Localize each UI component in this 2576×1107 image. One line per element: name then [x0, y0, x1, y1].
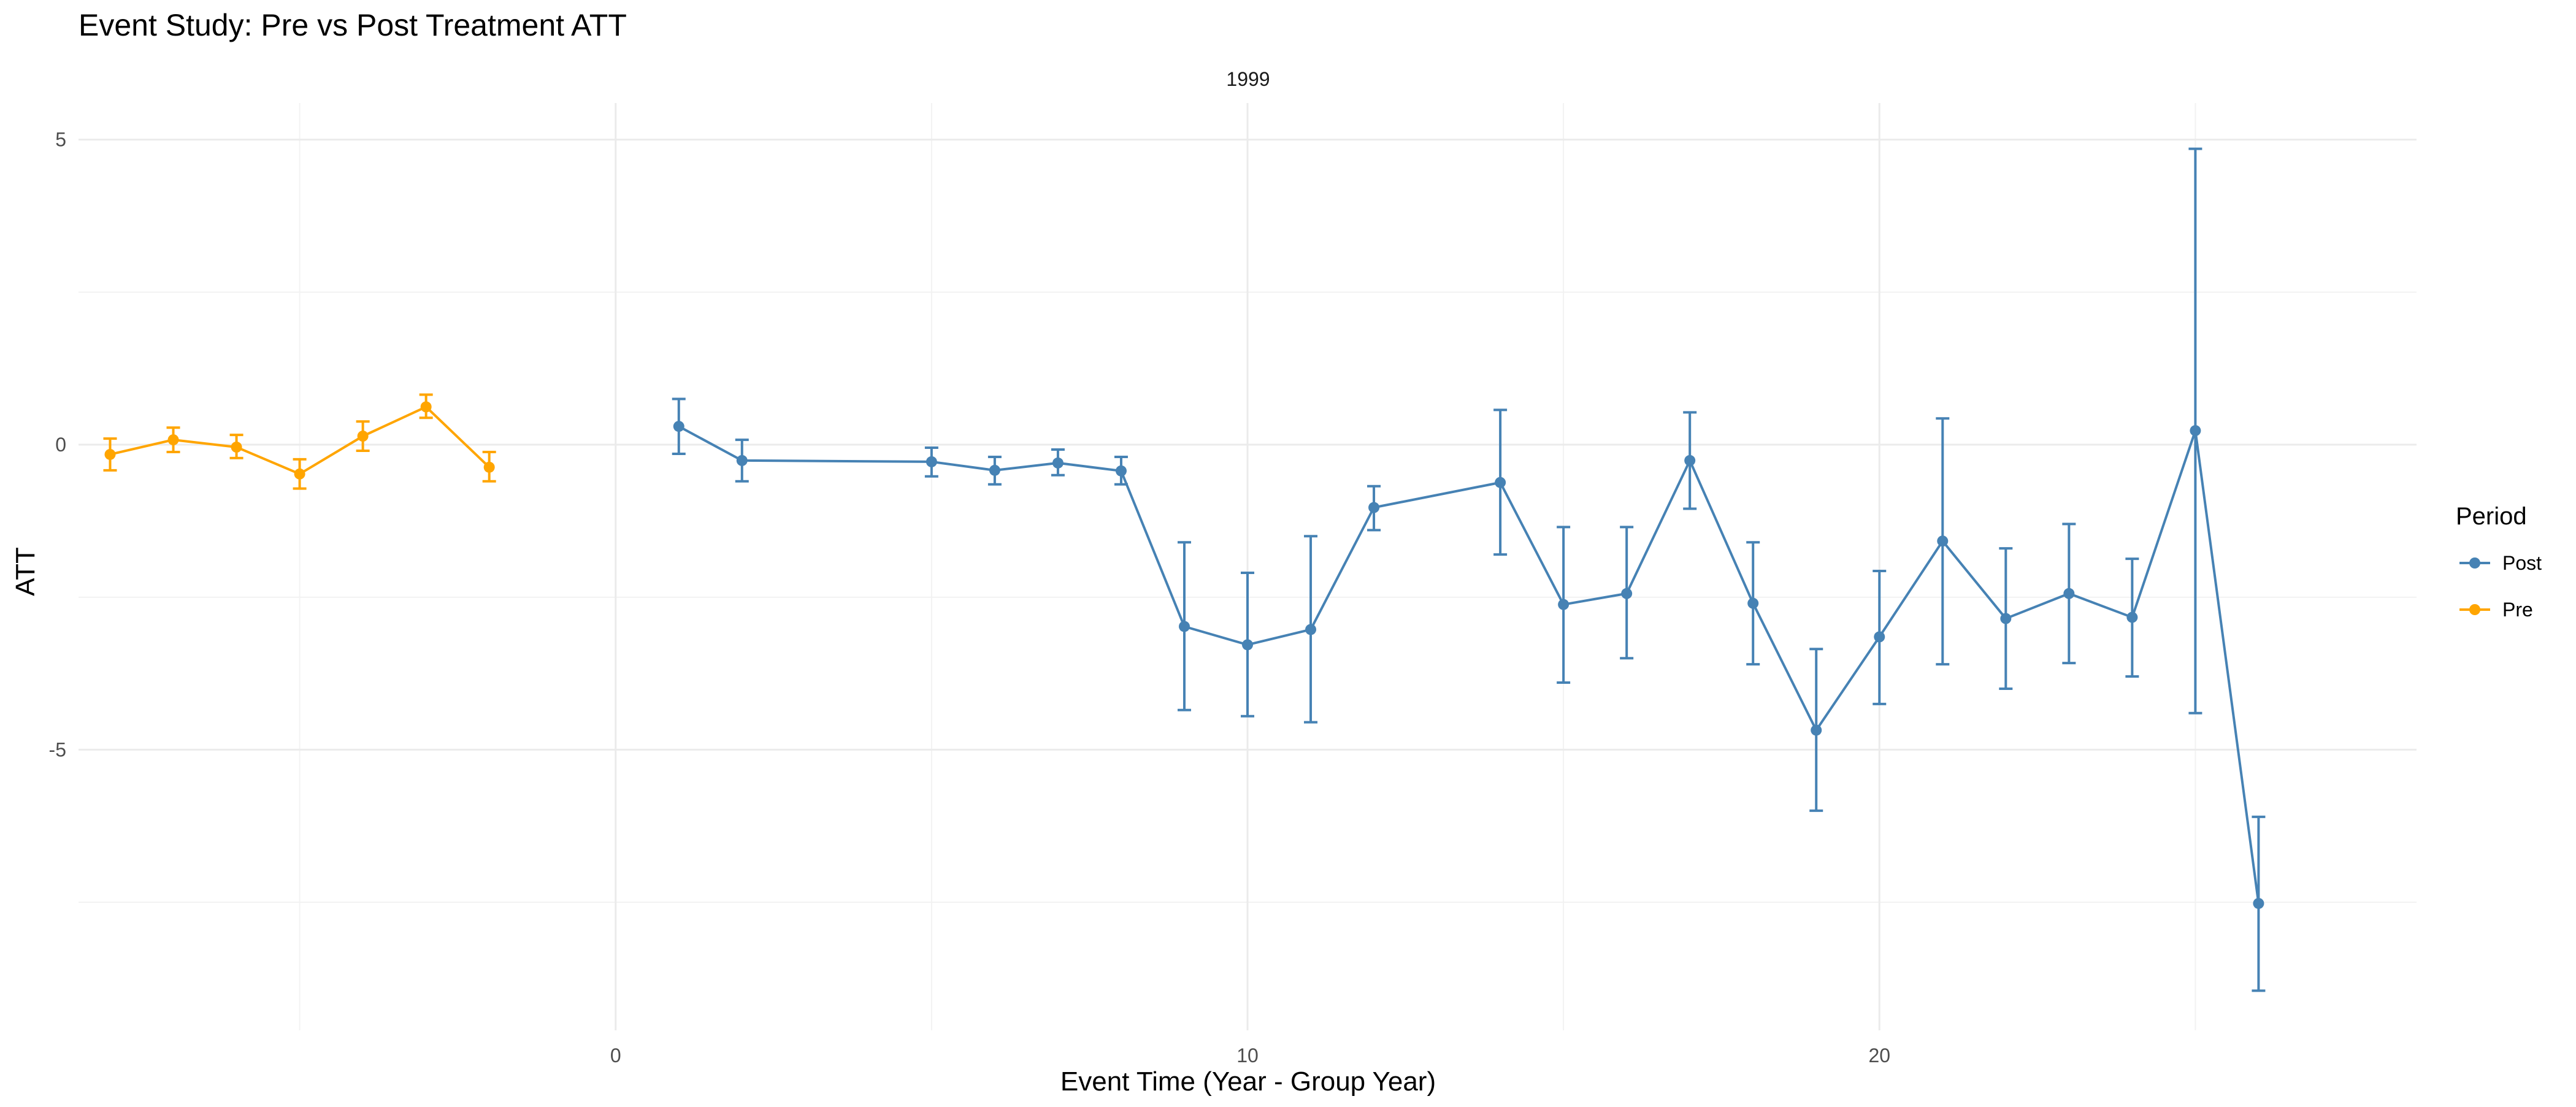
facet-strip-label: 1999 — [1226, 68, 1270, 90]
data-point-post — [1242, 639, 1253, 651]
x-tick-label: 10 — [1236, 1044, 1259, 1067]
data-point-post — [2000, 613, 2012, 624]
series-line-post — [678, 425, 2260, 904]
data-point-post — [736, 454, 748, 466]
series-pre — [103, 393, 496, 490]
data-point-post — [1621, 588, 1633, 599]
y-tick-label: 5 — [55, 129, 66, 151]
legend-key-point — [2469, 557, 2480, 569]
data-point-pre — [167, 434, 179, 446]
chart-title: Event Study: Pre vs Post Treatment ATT — [79, 8, 627, 42]
y-axis-title: ATT — [10, 547, 40, 596]
legend-item-post: Post — [2459, 552, 2542, 574]
x-tick-label: 20 — [1868, 1044, 1890, 1067]
x-axis-title: Event Time (Year - Group Year) — [1060, 1067, 1436, 1097]
data-point-post — [2253, 898, 2264, 910]
data-point-pre — [357, 431, 369, 442]
data-point-pre — [104, 448, 116, 460]
data-point-post — [1684, 454, 1696, 466]
legend-label: Pre — [2502, 599, 2533, 621]
data-point-pre — [420, 401, 432, 413]
data-point-post — [1558, 599, 1570, 610]
axis-labels: 0 10 20 5 0 -5 — [49, 129, 1891, 1067]
data-point-post — [1115, 465, 1127, 477]
data-point-post — [1747, 597, 1759, 609]
legend-item-pre: Pre — [2459, 599, 2533, 621]
data-point-post — [1052, 457, 1064, 469]
data-point-post — [926, 456, 937, 467]
data-point-post — [1874, 631, 1885, 643]
data-point-post — [1811, 724, 1822, 736]
data-point-post — [1495, 477, 1506, 488]
data-point-post — [2063, 588, 2075, 599]
series-post — [672, 147, 2266, 992]
legend-label: Post — [2502, 552, 2542, 574]
data-point-post — [1305, 624, 1317, 635]
legend-title: Period — [2456, 503, 2527, 530]
y-tick-label: 0 — [55, 434, 66, 456]
data-point-post — [2126, 611, 2138, 623]
data-point-post — [1368, 502, 1380, 513]
legend: Period Post Pre — [2456, 503, 2542, 621]
data-point-post — [1937, 535, 1949, 547]
data-point-post — [2190, 425, 2201, 437]
legend-key-point — [2469, 604, 2480, 615]
data-point-pre — [231, 442, 242, 453]
data-point-post — [673, 421, 684, 432]
x-tick-label: 0 — [610, 1044, 621, 1067]
data-point-post — [989, 464, 1000, 476]
legend-entries: Post Pre — [2459, 552, 2542, 621]
data-point-post — [1178, 621, 1190, 632]
grid-lines — [79, 103, 2417, 1030]
y-tick-label: -5 — [49, 738, 66, 760]
series-layer — [103, 147, 2266, 992]
data-point-pre — [483, 461, 495, 473]
data-point-pre — [294, 468, 305, 480]
